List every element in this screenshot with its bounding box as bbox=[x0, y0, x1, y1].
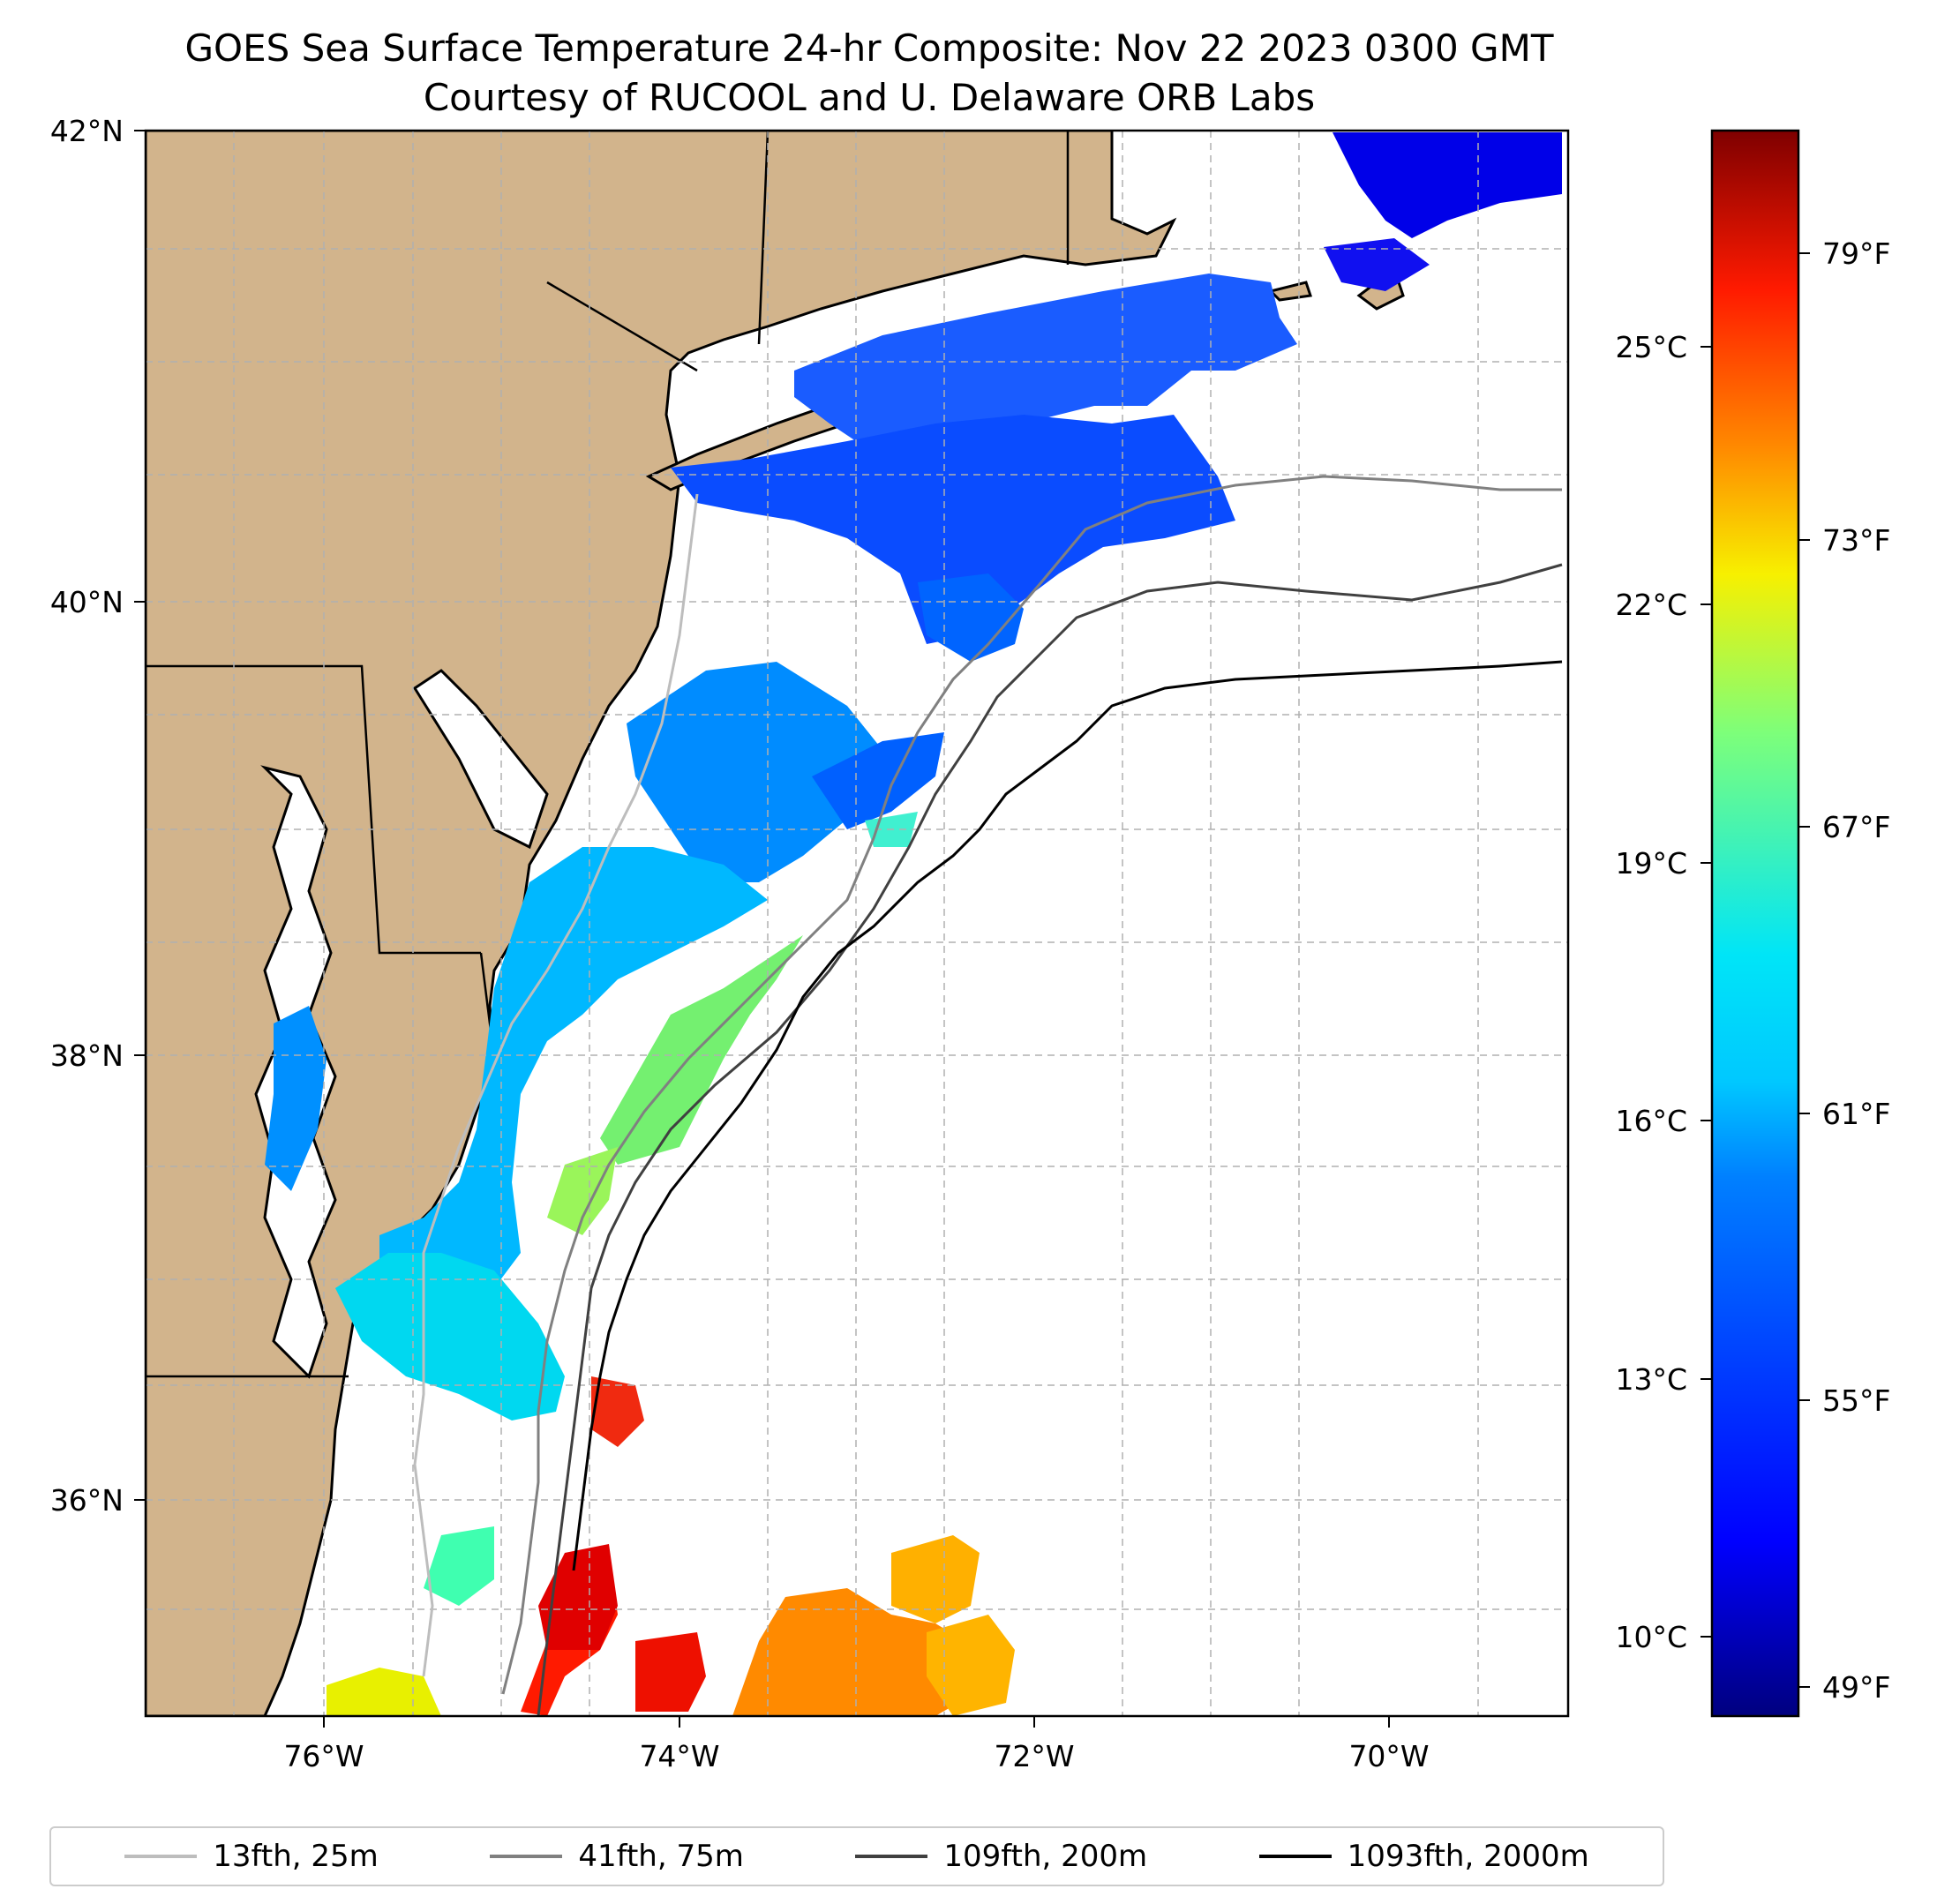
sst-patch-nj-shelf bbox=[627, 662, 882, 882]
celsius-tick-16: 16°C bbox=[1615, 1104, 1687, 1138]
contour-25m bbox=[413, 493, 699, 1677]
lon-tick-70: 70°W bbox=[1348, 1739, 1429, 1773]
legend-swatch-75m bbox=[490, 1855, 563, 1858]
celsius-tick-13: 13°C bbox=[1615, 1362, 1687, 1397]
legend-swatch-200m bbox=[855, 1855, 928, 1858]
contour-legend: 13fth, 25m 41fth, 75m 109fth, 200m 1093f… bbox=[49, 1826, 1664, 1886]
fahrenheit-tick-marks bbox=[1798, 252, 1810, 1688]
lon-tick-72: 72°W bbox=[994, 1739, 1074, 1773]
fahrenheit-tick-73: 73°F bbox=[1822, 523, 1890, 558]
legend-item-25m: 13fth, 25m bbox=[124, 1839, 379, 1874]
sst-patch-green-band bbox=[600, 935, 803, 1165]
fahrenheit-tick-49: 49°F bbox=[1822, 1670, 1890, 1705]
chart-title: GOES Sea Surface Temperature 24-hr Compo… bbox=[184, 26, 1554, 70]
state-borders bbox=[146, 131, 1070, 1378]
lon-tick-74: 74°W bbox=[639, 1739, 719, 1773]
sst-patch-green-3 bbox=[424, 1526, 494, 1606]
sst-patch-yellow-orange-2 bbox=[927, 1615, 1015, 1716]
contour-200m bbox=[537, 563, 1563, 1716]
sst-patch-green-2 bbox=[547, 1147, 618, 1235]
celsius-tick-marks bbox=[1701, 346, 1712, 1638]
lon-ticks bbox=[323, 1716, 1390, 1728]
sst-patch-red-3 bbox=[635, 1632, 706, 1712]
lat-ticks bbox=[134, 130, 146, 1501]
sst-patch-yellow-orange bbox=[891, 1535, 980, 1623]
sst-patch-ches-mouth bbox=[265, 1006, 327, 1191]
fahrenheit-tick-61: 61°F bbox=[1822, 1097, 1890, 1131]
legend-item-200m: 109fth, 200m bbox=[855, 1839, 1147, 1874]
sst-patch-ny-bight bbox=[671, 415, 1235, 644]
sst-patch-li-sound bbox=[794, 274, 1297, 459]
legend-label-2000m: 1093fth, 2000m bbox=[1347, 1839, 1589, 1874]
land-nantucket bbox=[1268, 281, 1312, 302]
lat-tick-42: 42°N bbox=[50, 114, 124, 148]
celsius-tick-25: 25°C bbox=[1615, 330, 1687, 364]
sst-patch-nj-deep bbox=[812, 732, 944, 829]
contour-2000m bbox=[572, 660, 1563, 1571]
legend-swatch-2000m bbox=[1258, 1855, 1332, 1858]
sst-patches bbox=[265, 132, 1562, 1716]
colorbar bbox=[1710, 129, 1800, 1718]
celsius-tick-10: 10°C bbox=[1615, 1620, 1687, 1654]
sst-patch-orange bbox=[732, 1588, 988, 1716]
fahrenheit-tick-67: 67°F bbox=[1822, 810, 1890, 844]
sst-patch-cape-cod-2 bbox=[1324, 238, 1430, 291]
sst-patch-va-shelf bbox=[335, 1253, 565, 1421]
map-content bbox=[146, 131, 1568, 1716]
legend-item-2000m: 1093fth, 2000m bbox=[1258, 1839, 1589, 1874]
land-mainland bbox=[146, 131, 1177, 1716]
celsius-tick-22: 22°C bbox=[1615, 588, 1687, 622]
legend-label-75m: 41fth, 75m bbox=[578, 1839, 744, 1874]
lon-tick-76: 76°W bbox=[283, 1739, 364, 1773]
legend-item-75m: 41fth, 75m bbox=[490, 1839, 744, 1874]
sst-patch-hatteras-red-2 bbox=[538, 1544, 618, 1650]
fahrenheit-tick-55: 55°F bbox=[1822, 1383, 1890, 1418]
lat-tick-36: 36°N bbox=[50, 1483, 124, 1518]
sst-patch-delmarva bbox=[379, 847, 768, 1297]
fahrenheit-tick-79: 79°F bbox=[1822, 236, 1890, 271]
legend-label-200m: 109fth, 200m bbox=[943, 1839, 1148, 1874]
lat-tick-40: 40°N bbox=[50, 585, 124, 619]
sst-patch-red-4 bbox=[591, 1376, 644, 1447]
legend-label-25m: 13fth, 25m bbox=[213, 1839, 379, 1874]
legend-swatch-25m bbox=[124, 1855, 198, 1858]
lat-tick-38: 38°N bbox=[50, 1038, 124, 1073]
map-frame bbox=[144, 129, 1570, 1718]
bathymetry-contours bbox=[413, 475, 1563, 1716]
gridlines bbox=[146, 131, 1568, 1716]
celsius-tick-19: 19°C bbox=[1615, 846, 1687, 881]
chart-subtitle: Courtesy of RUCOOL and U. Delaware ORB L… bbox=[423, 76, 1316, 119]
sst-patch-cape-cod bbox=[1333, 132, 1562, 238]
contour-75m bbox=[501, 475, 1562, 1695]
